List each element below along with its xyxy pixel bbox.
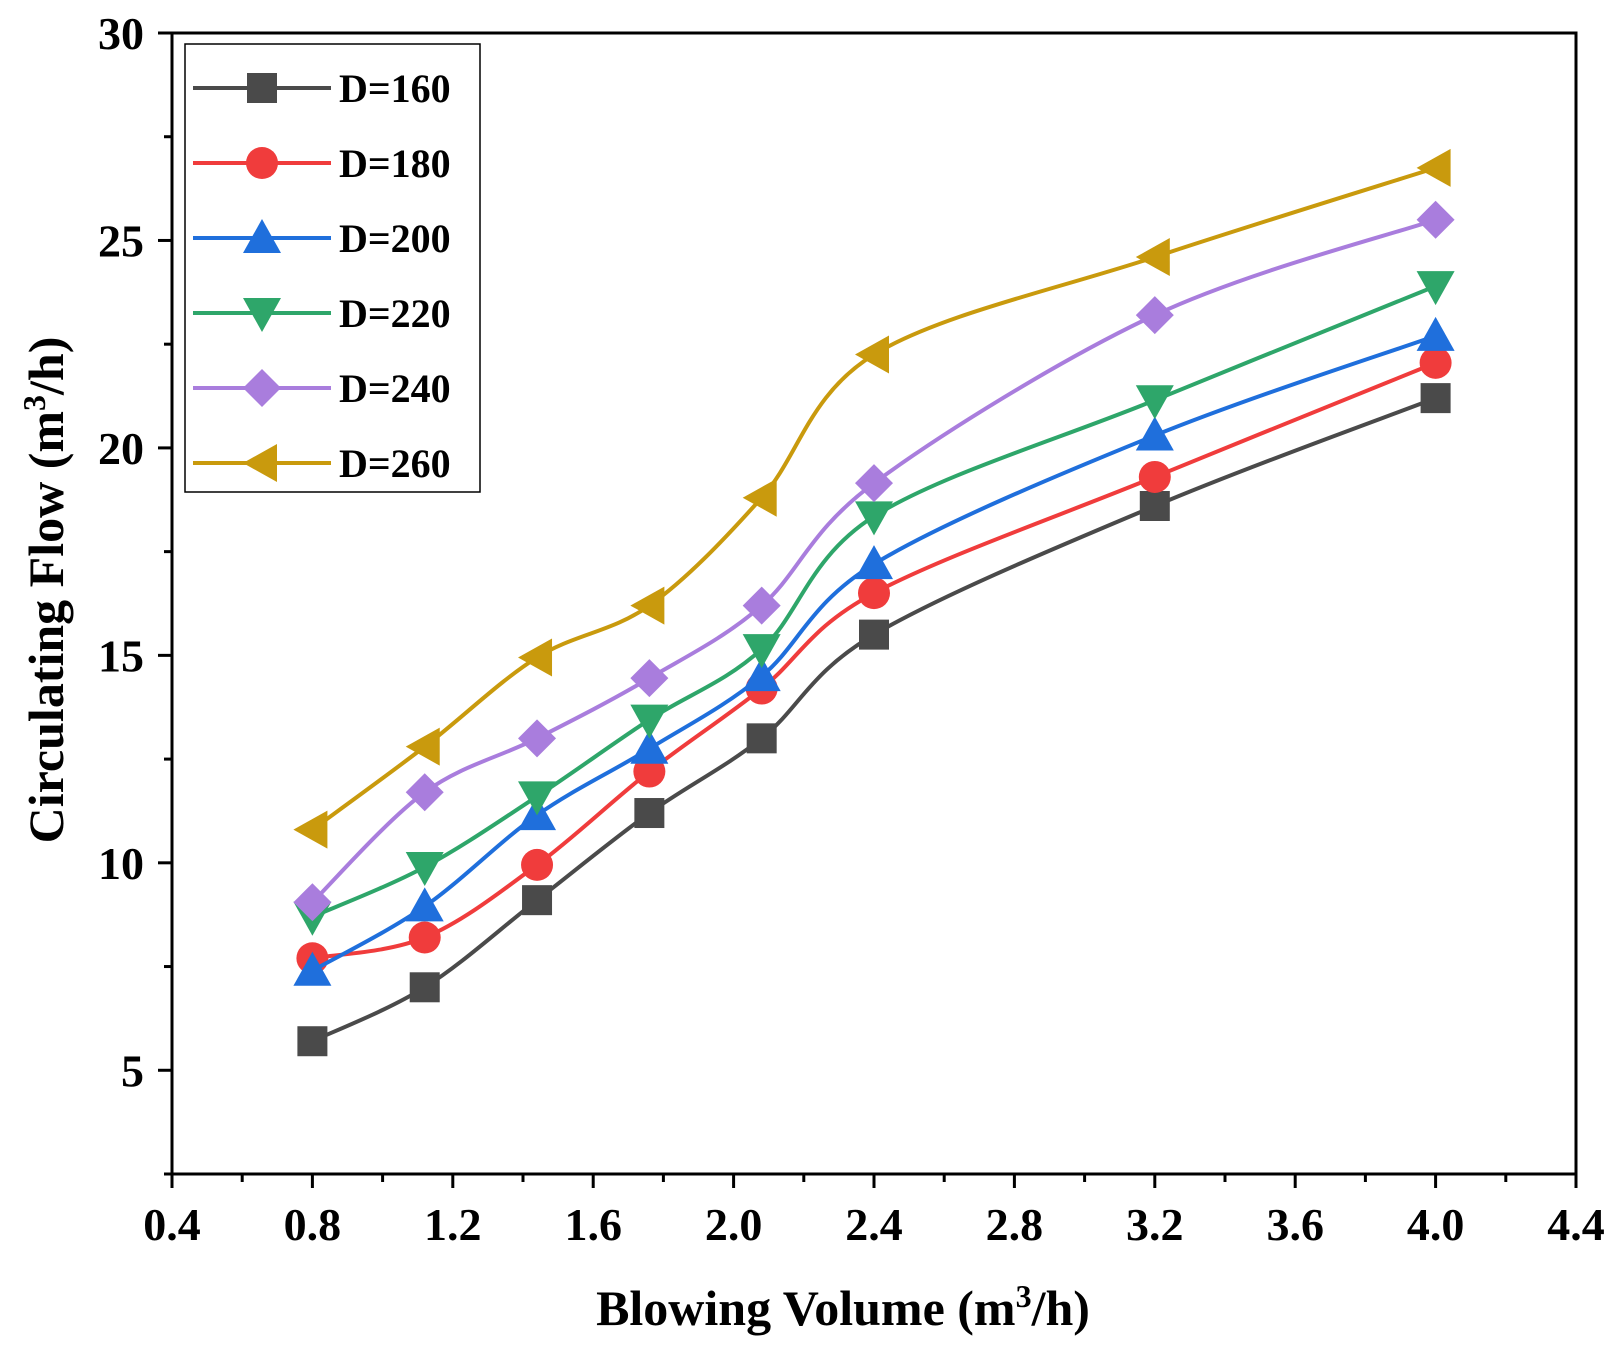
x-tick-label: 3.6	[1266, 1199, 1324, 1250]
data-point	[405, 727, 440, 766]
x-tick-label: 2.4	[845, 1199, 903, 1250]
legend-marker	[246, 147, 278, 179]
x-tick-label: 3.2	[1126, 1199, 1184, 1250]
x-tick-label: 1.6	[564, 1199, 622, 1250]
data-point	[858, 577, 890, 610]
legend-item: D=200	[193, 216, 451, 261]
series-D=160	[297, 383, 1451, 1057]
x-tick-label: 0.8	[284, 1199, 342, 1250]
data-point	[855, 464, 893, 503]
legend-item: D=240	[193, 366, 451, 411]
x-tick-label: 4.0	[1407, 1199, 1465, 1250]
series-D=260	[293, 148, 1451, 849]
data-point	[1419, 346, 1452, 379]
data-point	[1135, 385, 1174, 420]
y-axis-title: Circulating Flow (m3/h)	[16, 337, 74, 844]
data-point	[293, 883, 332, 922]
data-point	[742, 634, 781, 669]
legend-marker	[243, 444, 277, 482]
data-point	[518, 638, 553, 677]
legend-label: D=260	[339, 441, 451, 486]
data-point	[630, 729, 669, 764]
legend: D=160 D=180 D=200 D=220 D=240 D=260	[184, 43, 481, 493]
data-point	[742, 586, 781, 625]
x-axis-title: Blowing Volume (m3/h)	[596, 1278, 1090, 1336]
data-point	[634, 798, 665, 829]
data-point	[1135, 238, 1170, 277]
data-point	[405, 851, 444, 886]
data-point	[742, 657, 781, 692]
data-point	[405, 773, 444, 812]
legend-item: D=180	[193, 141, 451, 186]
legend-item: D=160	[193, 66, 451, 111]
data-point	[855, 501, 893, 536]
data-point	[405, 887, 444, 922]
legend-marker	[243, 219, 281, 253]
axis-ticks: 0.4 0.8 1.2 1.6 2.0 2.4 2.8 3.2 3.6 4.0 4.4 5 10 15 20…	[98, 8, 1605, 1250]
series-layer	[293, 148, 1455, 1057]
x-tick-label: 4.4	[1547, 1199, 1605, 1250]
y-tick-label: 15	[98, 630, 144, 681]
legend-item: D=260	[193, 441, 451, 486]
data-point	[630, 659, 669, 698]
data-point	[518, 719, 557, 758]
x-tick-label: 2.0	[705, 1199, 763, 1250]
legend-marker	[243, 369, 281, 407]
data-point	[408, 921, 441, 954]
data-point	[746, 723, 777, 754]
data-point	[293, 951, 332, 986]
legend-box	[184, 43, 481, 493]
y-tick-label: 10	[98, 838, 144, 889]
data-point	[518, 781, 557, 816]
legend-label: D=220	[339, 291, 451, 336]
data-point	[1416, 148, 1451, 187]
legend-marker	[243, 298, 281, 332]
data-point	[630, 704, 669, 739]
x-tick-label: 2.8	[986, 1199, 1044, 1250]
y-tick-label: 20	[98, 423, 144, 474]
data-point	[1416, 200, 1455, 239]
data-point	[1135, 416, 1174, 451]
data-point	[522, 885, 553, 916]
legend-label: D=160	[339, 66, 451, 111]
data-point	[859, 619, 889, 650]
data-point	[1416, 271, 1455, 306]
data-point	[1138, 460, 1171, 493]
legend-label: D=200	[339, 216, 451, 261]
data-point	[409, 972, 440, 1003]
y-tick-label: 30	[98, 8, 144, 59]
data-point	[742, 478, 777, 517]
series-D=240	[293, 200, 1455, 922]
legend-label: D=240	[339, 366, 451, 411]
legend-marker	[247, 73, 277, 103]
data-point	[855, 335, 889, 374]
data-point	[1135, 296, 1174, 335]
data-point	[521, 848, 554, 881]
y-tick-label: 5	[121, 1045, 144, 1096]
data-point	[1416, 316, 1455, 351]
data-point	[293, 810, 328, 849]
x-tick-label: 0.4	[143, 1199, 201, 1250]
data-point	[855, 545, 893, 580]
data-point	[630, 586, 665, 625]
data-point	[1139, 490, 1170, 521]
y-tick-label: 25	[98, 215, 144, 266]
data-point	[297, 1026, 328, 1057]
x-tick-label: 1.2	[424, 1199, 482, 1250]
data-point	[1420, 383, 1451, 414]
legend-label: D=180	[339, 141, 451, 186]
series-line	[312, 361, 1437, 961]
legend-item: D=220	[193, 291, 451, 336]
